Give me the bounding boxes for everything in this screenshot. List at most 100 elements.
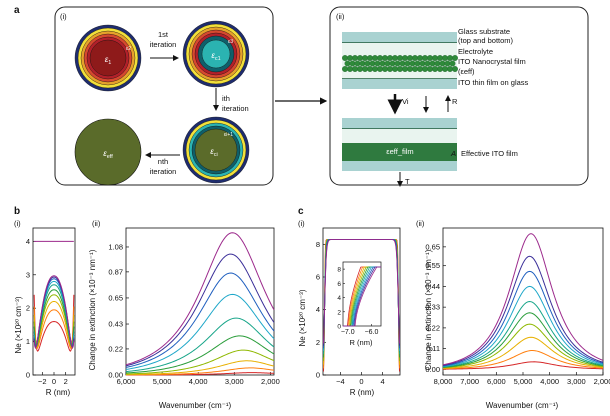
- nanocrystal: [374, 60, 381, 67]
- c_ii-series-7: [442, 285, 604, 367]
- panel-a-i-label: (i): [60, 12, 67, 21]
- c_ii-series-4: [442, 323, 604, 369]
- c_i-ytick-label: 4: [316, 305, 320, 314]
- panel-b-ii-label: (ii): [92, 219, 101, 228]
- panel-c-i-label: (i): [298, 219, 305, 228]
- nanocrystal: [392, 55, 398, 61]
- step3-line2: iteration: [150, 167, 177, 176]
- b_ii-series-3: [125, 360, 275, 376]
- panel-c-label: c: [298, 206, 304, 217]
- step3-line1: nth: [158, 157, 168, 166]
- glass-top: [342, 32, 457, 43]
- c_ii-ytick-label: 0.11: [426, 344, 440, 353]
- panel-c-ii-label: (ii): [416, 219, 425, 228]
- nanocrystal: [372, 66, 378, 72]
- a-label: A: [450, 149, 456, 158]
- c_ii-xtick-label: 8,000: [434, 377, 453, 386]
- nanocrystal: [424, 60, 431, 67]
- glass-bottom: [342, 79, 457, 89]
- effective-circle: [74, 118, 142, 186]
- nanocrystal: [352, 55, 358, 61]
- b_ii-ytick-label: 0.00: [108, 371, 123, 380]
- nanocrystal: [354, 60, 361, 67]
- nanocrystal: [359, 60, 366, 67]
- nanocrystal: [404, 60, 411, 67]
- nanocrystal: [397, 55, 403, 61]
- b_ii-series-7: [125, 293, 275, 370]
- c_ii-xtick-label: 4,000: [540, 377, 559, 386]
- nanocrystal: [389, 60, 396, 67]
- c-ii-xlabel: Wavenumber (cm⁻¹): [486, 401, 559, 410]
- nanocrystal: [427, 66, 433, 72]
- nanocrystal: [427, 55, 433, 61]
- b-i-profile-4: [33, 294, 75, 347]
- b_i-xtick-label: 0: [52, 377, 56, 386]
- nanocrystal: [417, 66, 423, 72]
- b-i-profile-10: [33, 275, 75, 350]
- c-i-inset-ytick-label: 4: [337, 295, 341, 302]
- nanocrystal: [362, 55, 368, 61]
- nanocrystal: [342, 55, 348, 61]
- c_i-ytick-label: 6: [316, 273, 320, 282]
- panel-a-i-box: [54, 6, 274, 186]
- nanocrystal: [349, 60, 356, 67]
- nanocrystal: [439, 60, 446, 67]
- nanocrystal: [422, 66, 428, 72]
- b_ii-xtick-label: 5,000: [153, 377, 172, 386]
- b_ii-series-9: [125, 253, 275, 367]
- step2-line2: iteration: [222, 104, 249, 113]
- nanocrystal: [347, 55, 353, 61]
- c-i-inset-ytick-label: 0: [337, 324, 341, 331]
- panel-b-label: b: [14, 206, 20, 217]
- nanocrystal: [437, 55, 443, 61]
- nanocrystal: [449, 60, 456, 67]
- nanocrystal: [452, 55, 458, 61]
- b_ii-ytick-label: 1.08: [108, 242, 123, 251]
- c-i-ylabel: Ne (×10²⁰ cm⁻³): [298, 289, 307, 346]
- nanocrystal: [342, 66, 348, 72]
- chart-b-ii: 6,000 5,000 4,000 3,000 2,000 0.00 0.22 0.43 0.6…: [108, 227, 280, 386]
- c_ii-series-2: [442, 349, 604, 370]
- nanocrystal: [362, 66, 368, 72]
- c-i-inset-xtick-label: −6.0: [365, 329, 379, 336]
- b_ii-xtick-label: 3,000: [225, 377, 244, 386]
- b_ii-ytick-label: 0.43: [108, 320, 123, 329]
- c_ii-series-6: [442, 301, 604, 368]
- nanocrystal: [387, 66, 393, 72]
- b_i-xtick-label: 2: [64, 377, 68, 386]
- b_ii-series-5: [125, 335, 275, 374]
- c-i-profile-10: [323, 238, 400, 344]
- nanocrystal: [437, 66, 443, 72]
- b_i-ytick-label: 2: [26, 304, 30, 313]
- t-label: T: [405, 177, 410, 186]
- nanocrystal: [442, 66, 448, 72]
- c_ii-series-1: [442, 361, 604, 370]
- c_i-xtick-label: 0: [359, 377, 363, 386]
- c_ii-series-3: [442, 336, 604, 369]
- glass-bottom-eff: [342, 161, 457, 171]
- b_ii-ytick-label: 0.87: [108, 267, 123, 276]
- eps1-label: ε1: [105, 55, 112, 66]
- c_ii-xtick-label: 7,000: [460, 377, 479, 386]
- nanocrystal: [402, 66, 408, 72]
- nanocrystal: [352, 66, 358, 72]
- c_ii-ytick-label: 0.33: [425, 303, 440, 312]
- b-i-profile-3: [33, 300, 75, 348]
- legend-glass2: (top and bottom): [458, 36, 514, 45]
- nanocrystal: [364, 60, 371, 67]
- nanocrystal: [377, 66, 383, 72]
- nanocrystal: [409, 60, 416, 67]
- nanocrystal: [367, 66, 373, 72]
- nanocrystal: [402, 55, 408, 61]
- c_ii-xtick-label: 6,000: [487, 377, 506, 386]
- c-i-inset-xtick-label: −7.0: [341, 329, 355, 336]
- panel-b-i-label: (i): [14, 219, 21, 228]
- panel-a-ii-box: [329, 6, 589, 186]
- legend-glass: Glass substrate: [458, 27, 510, 36]
- legend-ito-nc2: (εeff): [458, 67, 475, 76]
- nanocrystal: [414, 60, 421, 67]
- nanocrystal: [387, 55, 393, 61]
- c-i-xlabel: R (nm): [350, 388, 375, 397]
- eff-film-eps: εeff_film: [386, 147, 413, 156]
